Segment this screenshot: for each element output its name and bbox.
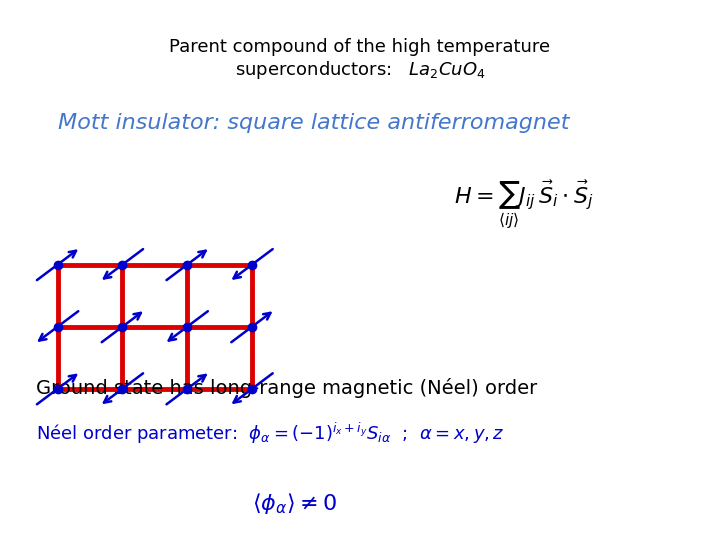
Text: Néel order parameter:  $\phi_\alpha = (-1)^{i_x+i_y} S_{i\alpha}$  ;  $\alpha = : Néel order parameter: $\phi_\alpha = (-1… <box>36 421 505 447</box>
Text: $H = \sum_{\langle ij \rangle} J_{ij}\, \vec{S}_i \cdot \vec{S}_j$: $H = \sum_{\langle ij \rangle} J_{ij}\, … <box>454 179 593 232</box>
Text: Mott insulator: square lattice antiferromagnet: Mott insulator: square lattice antiferro… <box>58 113 569 133</box>
Text: Ground state has long-range magnetic (Néel) order: Ground state has long-range magnetic (Né… <box>36 378 537 398</box>
Text: Parent compound of the high temperature
superconductors:   $La_2CuO_4$: Parent compound of the high temperature … <box>169 38 551 81</box>
Text: $\langle \phi_\alpha \rangle \neq 0$: $\langle \phi_\alpha \rangle \neq 0$ <box>252 491 337 516</box>
